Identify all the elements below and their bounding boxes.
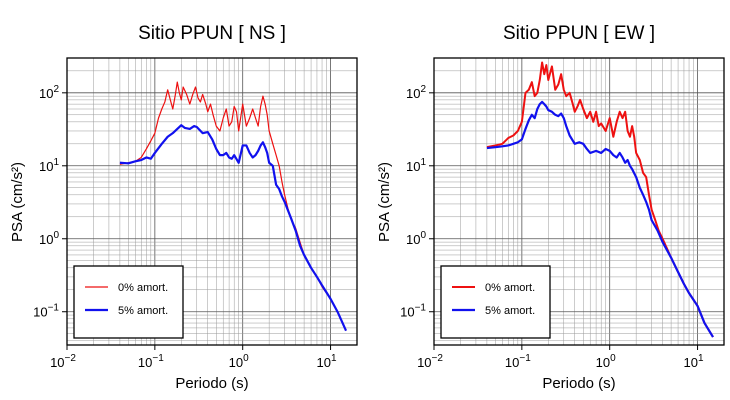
x-tick-label: 101: [317, 353, 337, 370]
legend-label: 0% amort.: [485, 282, 535, 294]
y-tick-base: 10: [406, 86, 420, 101]
x-tick-label: 10−1: [505, 353, 531, 370]
legend: 0% amort. 5% amort.: [73, 265, 184, 339]
x-tick-base: 10: [417, 355, 431, 370]
x-tick-label: 100: [596, 353, 616, 370]
y-tick-base: 10: [33, 305, 47, 320]
y-tick-exponent: 1: [53, 157, 59, 168]
x-tick-exponent: 0: [243, 353, 249, 364]
y-tick-exponent: 0: [420, 230, 426, 241]
x-tick-exponent: −2: [432, 353, 444, 364]
y-tick-label: 100: [39, 230, 59, 247]
x-tick-exponent: −1: [519, 353, 531, 364]
chart-ns: Sitio PPUN [ NS ] Periodo (s) PSA (cm/s²…: [9, 23, 358, 392]
x-tick-exponent: −1: [152, 353, 164, 364]
x-tick-label: 101: [684, 353, 704, 370]
x-tick-base: 10: [138, 355, 152, 370]
x-tick-exponent: 1: [698, 353, 704, 364]
x-tick-exponent: −2: [65, 353, 77, 364]
x-tick-label: 10−2: [417, 353, 443, 370]
series-line-undamped: [119, 81, 347, 331]
legend-label: 5% amort.: [485, 305, 535, 317]
series-line-damped: [119, 124, 348, 332]
y-tick-exponent: 2: [420, 84, 426, 95]
x-tick-exponent: 1: [331, 353, 337, 364]
y-tick-label: 102: [39, 84, 59, 101]
y-tick-exponent: −1: [415, 303, 427, 314]
y-tick-label: 10−1: [400, 303, 426, 320]
plot-frame: [433, 57, 725, 346]
plot-frame: [66, 57, 358, 346]
chart-title: Sitio PPUN [ NS ]: [138, 23, 286, 44]
y-tick-label: 10−1: [33, 303, 59, 320]
y-axis-label: PSA (cm/s²): [9, 162, 26, 242]
grid: [66, 57, 358, 345]
x-tick-exponent: 0: [610, 353, 616, 364]
y-tick-base: 10: [406, 159, 420, 174]
y-tick-base: 10: [39, 232, 53, 247]
x-tick-base: 10: [505, 355, 519, 370]
x-tick-base: 10: [50, 355, 64, 370]
x-tick-label: 100: [229, 353, 249, 370]
series-line-undamped: [486, 61, 714, 338]
y-tick-label: 100: [406, 230, 426, 247]
y-tick-base: 10: [406, 232, 420, 247]
x-axis-label: Periodo (s): [175, 375, 248, 392]
y-tick-label: 101: [39, 157, 59, 174]
legend: 0% amort. 5% amort.: [440, 265, 551, 339]
legend-box: [440, 265, 551, 339]
x-tick-base: 10: [317, 355, 331, 370]
x-axis-label: Periodo (s): [542, 375, 615, 392]
legend-label: 0% amort.: [118, 282, 168, 294]
y-tick-label: 101: [406, 157, 426, 174]
x-tick-base: 10: [596, 355, 610, 370]
y-tick-label: 102: [406, 84, 426, 101]
y-tick-base: 10: [400, 305, 414, 320]
y-tick-exponent: 1: [420, 157, 426, 168]
chart-ew: Sitio PPUN [ EW ] Periodo (s) PSA (cm/s²…: [376, 23, 725, 392]
y-tick-exponent: 0: [53, 230, 59, 241]
y-tick-exponent: 2: [53, 84, 59, 95]
y-tick-base: 10: [39, 159, 53, 174]
y-tick-base: 10: [39, 86, 53, 101]
x-tick-base: 10: [229, 355, 243, 370]
y-tick-exponent: −1: [48, 303, 60, 314]
chart-title: Sitio PPUN [ EW ]: [503, 23, 655, 44]
x-tick-label: 10−1: [138, 353, 164, 370]
legend-label: 5% amort.: [118, 305, 168, 317]
y-axis-label: PSA (cm/s²): [376, 162, 393, 242]
legend-box: [73, 265, 184, 339]
x-tick-label: 10−2: [50, 353, 76, 370]
x-tick-base: 10: [684, 355, 698, 370]
series-line-damped: [486, 100, 714, 338]
